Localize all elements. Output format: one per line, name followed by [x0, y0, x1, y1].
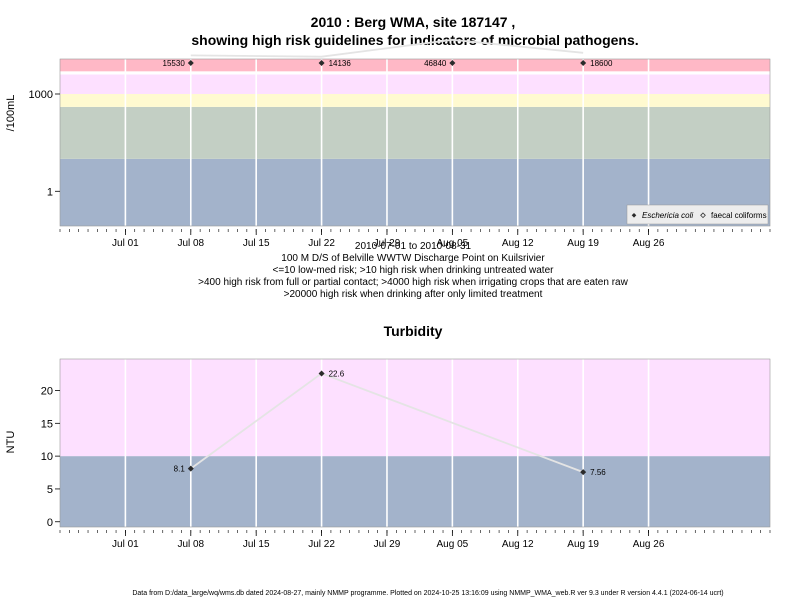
chart2-ylabel: NTU: [5, 431, 17, 454]
chart1-xtick-label-8: Aug 19: [567, 238, 599, 249]
chart1-xtick-label-7: Aug 12: [502, 238, 534, 249]
chart2-point-label-2: 22.6: [329, 369, 345, 378]
chart2-point-label-1: 8.1: [174, 465, 186, 474]
legend-marker-faecal: [700, 212, 706, 219]
chart1-xtick-label-5: Jul 29: [374, 238, 401, 249]
chart2-ytick-label-5: 20: [41, 386, 53, 398]
chart1-point-3: [449, 60, 456, 66]
chart1-point-label-3: 46840: [424, 59, 447, 68]
chart1-plot-frame: [59, 58, 771, 227]
chart1-risk-band-4: [60, 74, 770, 94]
chart1-point-2: [318, 60, 325, 66]
chart1-title-line2: showing high risk guidelines for indicat…: [191, 32, 638, 48]
chart1-subtitle-line-4: >400 high risk from full or partial cont…: [198, 277, 628, 288]
legend-entry-faecal: faecal coliforms: [711, 211, 767, 220]
chart2-xtick-label-9: Aug 26: [633, 539, 665, 550]
footer-note: Data from D:/data_large/wq/wms.db dated …: [132, 590, 723, 597]
chart1-minor-day-ticks: [59, 229, 771, 232]
chart1-risk-band-3: [60, 93, 770, 107]
chart1-point-label-2: 14136: [329, 59, 352, 68]
chart2-minor-day-ticks: [59, 530, 771, 533]
chart2-ytick-label-2: 5: [47, 484, 53, 496]
chart2-xtick-label-1: Jul 01: [112, 539, 139, 550]
chart1-point-label-1: 15530: [163, 59, 186, 68]
chart1-xtick-label-1: Jul 01: [112, 238, 139, 249]
chart2-risk-band-2: [60, 359, 770, 457]
chart1-subtitle-line-2: 100 M D/S of Belville WWTW Discharge Poi…: [281, 253, 545, 264]
chart2-xtick-label-7: Aug 12: [502, 539, 534, 550]
chart2-point-1: [187, 465, 194, 472]
chart1-subtitle-line-3: <=10 low-med risk; >10 high risk when dr…: [273, 265, 555, 276]
chart1-risk-band-2: [60, 106, 770, 159]
chart2-xtick-label-3: Jul 15: [243, 539, 270, 550]
chart2-xtick-label-2: Jul 08: [177, 539, 204, 550]
chart1-xtick-label-9: Aug 26: [633, 238, 665, 249]
chart1-xtick-label-6: Aug 05: [437, 238, 469, 249]
chart1-title: 2010 : Berg WMA, site 187147 ,: [311, 14, 516, 30]
legend-marker-ecoli: [631, 213, 637, 218]
chart2-xtick-label-6: Aug 05: [437, 539, 469, 550]
chart1-risk-band-6: [60, 59, 770, 72]
chart1-xtick-label-2: Jul 08: [177, 238, 204, 249]
chart1-point-4: [580, 60, 587, 66]
chart2-xtick-label-8: Aug 19: [567, 539, 599, 550]
chart2-ytick-label-3: 10: [41, 451, 53, 463]
legend-box: [626, 204, 769, 225]
chart2-xtick-label-4: Jul 22: [308, 539, 335, 550]
chart1-point-1: [187, 60, 194, 66]
chart2-xtick-label-5: Jul 29: [374, 539, 401, 550]
chart1-xtick-label-3: Jul 15: [243, 238, 270, 249]
chart2-risk-band-1: [60, 456, 770, 527]
chart2-title: Turbidity: [384, 323, 443, 339]
chart1-xtick-label-4: Jul 22: [308, 238, 335, 249]
chart2-ytick-label-1: 0: [47, 517, 53, 529]
chart1-legend: Eschericia coli faecal coliforms: [626, 204, 769, 225]
chart1-ylabel: /100mL: [5, 95, 17, 132]
chart1-point-label-4: 18600: [590, 59, 613, 68]
chart2-point-2: [318, 370, 325, 377]
chart1-subtitle-line-1: 2010-07-01 to 2010-08-31: [355, 241, 472, 252]
chart2-plot-frame: [59, 358, 771, 528]
chart1-ytick-label-1: 1: [47, 186, 53, 198]
legend-entry-ecoli: Eschericia coli: [642, 211, 693, 220]
chart2-ytick-label-4: 15: [41, 418, 53, 430]
chart1-ytick-label-2: 1000: [29, 89, 53, 101]
chart1-series-line-1: [190, 38, 584, 58]
chart1-subtitle-line-5: >20000 high risk when drinking after onl…: [284, 289, 543, 300]
chart2-point-label-3: 7.56: [590, 468, 606, 477]
chart2-point-3: [580, 469, 587, 476]
chart1-risk-band-5: [60, 71, 770, 75]
